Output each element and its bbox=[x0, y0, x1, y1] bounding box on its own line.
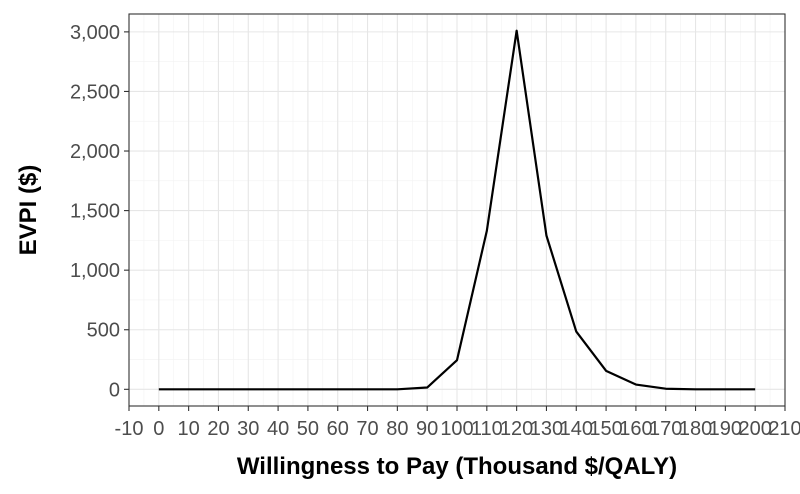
x-tick-label: 160 bbox=[619, 418, 652, 440]
y-tick-label: 2,500 bbox=[70, 81, 120, 103]
x-tick-label: 90 bbox=[416, 418, 438, 440]
y-tick-label: 500 bbox=[87, 320, 120, 342]
y-tick-label: 2,000 bbox=[70, 141, 120, 163]
x-tick-label: 20 bbox=[207, 418, 229, 440]
y-axis-title: EVPI ($) bbox=[15, 165, 42, 256]
x-tick-label: 30 bbox=[237, 418, 259, 440]
x-tick-label: 170 bbox=[649, 418, 682, 440]
x-tick-label: 70 bbox=[356, 418, 378, 440]
series-line-evpi bbox=[158, 29, 756, 391]
x-tick-label: 0 bbox=[153, 418, 164, 440]
x-tick-label: 130 bbox=[530, 418, 563, 440]
y-tick-label: 0 bbox=[109, 379, 120, 401]
major-gridlines bbox=[128, 14, 786, 406]
y-tick-label: 1,500 bbox=[70, 201, 120, 223]
x-tick-label: 210 bbox=[768, 418, 800, 440]
x-tick-label: 110 bbox=[471, 418, 503, 440]
x-tick-label: 40 bbox=[267, 418, 289, 440]
x-tick-label: 80 bbox=[386, 418, 408, 440]
x-axis: -10 0 10 20 30 40 50 60 70 80 90 100110120130140150… bbox=[115, 406, 800, 440]
x-tick-label: 150 bbox=[589, 418, 622, 440]
y-tick-label: 3,000 bbox=[70, 22, 120, 44]
x-tick-label: -10 bbox=[115, 418, 144, 440]
x-tick-label: 120 bbox=[500, 418, 533, 440]
x-tick-label: 190 bbox=[709, 418, 742, 440]
x-tick-label: 60 bbox=[327, 418, 349, 440]
x-tick-label: 10 bbox=[178, 418, 200, 440]
x-tick-label: 100 bbox=[440, 418, 473, 440]
x-tick-label: 200 bbox=[738, 418, 771, 440]
series-layer bbox=[158, 29, 756, 391]
x-tick-label: 140 bbox=[560, 418, 593, 440]
y-axis: 0 500 1,000 1,500 2,000 2,500 3,000 bbox=[70, 22, 129, 401]
x-tick-label: 180 bbox=[679, 418, 712, 440]
x-axis-title: Willingness to Pay (Thousand $/QALY) bbox=[237, 453, 677, 480]
x-tick-label: 50 bbox=[297, 418, 319, 440]
y-tick-label: 1,000 bbox=[70, 260, 120, 282]
